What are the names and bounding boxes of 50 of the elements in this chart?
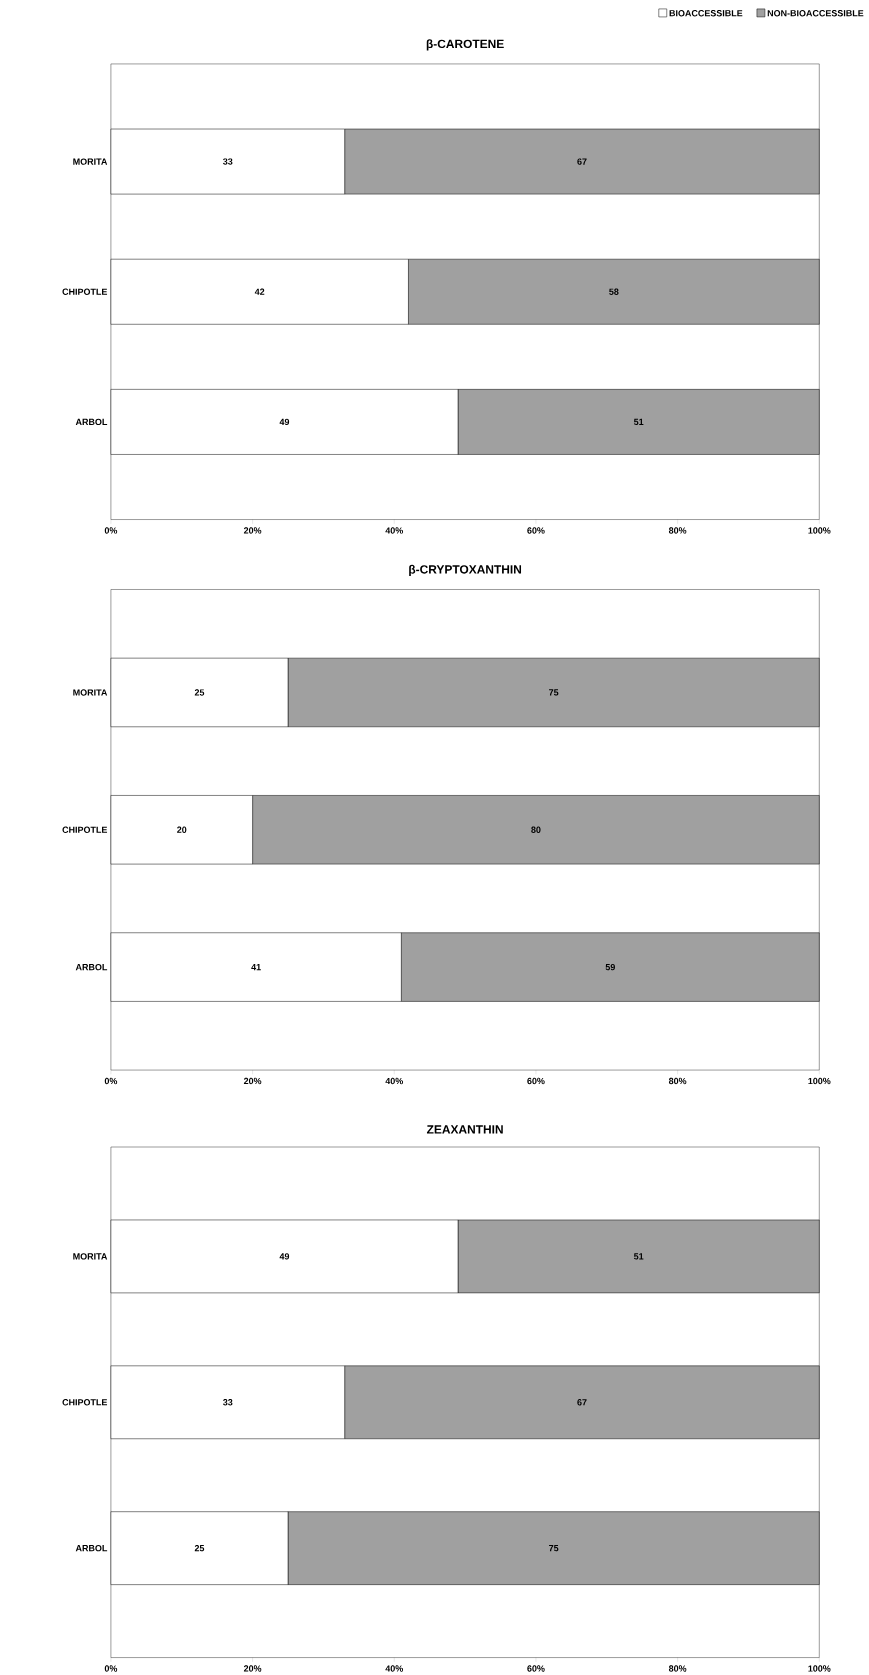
y-tick-label: MORITA	[73, 689, 108, 696]
x-tick-label: 80%	[669, 1665, 687, 1672]
data-label: 58	[609, 288, 619, 295]
x-tick-label: 20%	[244, 1077, 262, 1085]
data-label: 25	[194, 689, 205, 696]
y-tick-label: CHIPOTLE	[62, 1399, 108, 1406]
y-tick-label: MORITA	[73, 1253, 108, 1260]
x-tick-label: 100%	[808, 527, 831, 534]
x-tick-label: 0%	[104, 1077, 118, 1085]
x-tick-label: 40%	[385, 1665, 404, 1672]
data-label: 33	[223, 158, 233, 165]
x-tick-label: 80%	[669, 527, 687, 534]
x-tick-label: 0%	[104, 527, 118, 534]
x-tick-label: 20%	[244, 1665, 262, 1672]
data-label: 67	[577, 1399, 587, 1406]
legend-label: NON-BIOACCESSIBLE	[767, 10, 864, 17]
y-tick-label: ARBOL	[75, 418, 108, 426]
y-tick-label: CHIPOTLE	[62, 288, 108, 295]
data-label: 51	[634, 418, 644, 426]
x-tick-label: 100%	[808, 1077, 831, 1085]
chart-title: β-CRYPTOXANTHIN	[409, 564, 522, 576]
data-label: 41	[251, 964, 262, 971]
data-label: 51	[634, 1253, 644, 1260]
data-label: 20	[177, 826, 187, 833]
data-label: 49	[279, 1253, 290, 1260]
data-label: 75	[549, 689, 559, 696]
data-label: 25	[194, 1544, 205, 1552]
y-tick-label: ARBOL	[75, 963, 108, 971]
data-label: 59	[605, 963, 616, 971]
data-label: 49	[279, 418, 290, 426]
x-tick-label: 20%	[244, 527, 262, 534]
chart-title: β-CAROTENE	[426, 39, 504, 51]
data-label: 33	[223, 1399, 233, 1406]
legend-label: BIOACCESSIBLE	[669, 10, 743, 17]
data-label: 75	[549, 1545, 559, 1552]
y-tick-label: CHIPOTLE	[62, 826, 108, 833]
x-tick-label: 80%	[669, 1077, 687, 1085]
data-label: 80	[531, 826, 541, 833]
x-tick-label: 40%	[385, 527, 404, 534]
data-label: 67	[577, 158, 587, 165]
x-tick-label: 60%	[527, 1077, 545, 1085]
x-tick-label: 0%	[104, 1665, 118, 1672]
y-tick-label: MORITA	[73, 158, 108, 165]
x-tick-label: 60%	[527, 527, 545, 534]
y-tick-label: ARBOL	[75, 1544, 108, 1552]
data-label: 42	[254, 288, 265, 295]
x-tick-label: 60%	[527, 1665, 545, 1672]
x-tick-label: 100%	[808, 1665, 831, 1672]
x-tick-label: 40%	[385, 1077, 404, 1085]
chart-title: ZEAXANTHIN	[427, 1125, 503, 1134]
